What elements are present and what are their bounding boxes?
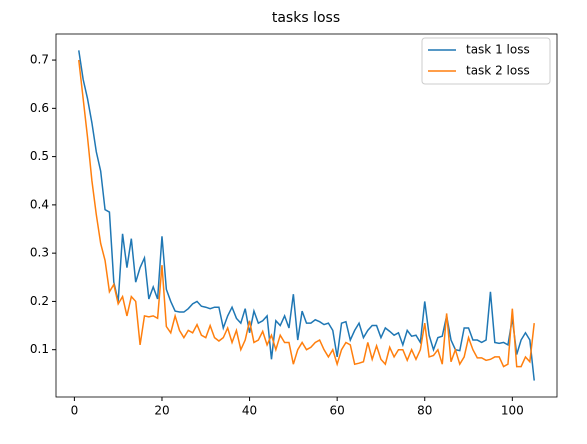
x-tick-label: 100 [501,404,524,418]
y-tick-label: 0.6 [30,101,49,115]
y-tick-label: 0.5 [30,149,49,163]
x-tick-label: 60 [330,404,345,418]
y-tick-label: 0.1 [30,342,49,356]
legend-label: task 2 loss [466,64,530,78]
series-line [78,50,535,381]
plot-frame [55,33,558,398]
x-tick-label: 0 [71,404,79,418]
legend-label: task 1 loss [466,43,530,57]
x-tick-label: 80 [417,404,432,418]
x-tick-label: 20 [154,404,169,418]
y-tick-label: 0.7 [30,53,49,67]
series-line [78,59,535,368]
x-tick-label: 40 [242,404,257,418]
y-tick-label: 0.3 [30,246,49,260]
chart-title: tasks loss [272,10,340,26]
y-tick-label: 0.2 [30,294,49,308]
y-tick-label: 0.4 [30,197,49,211]
